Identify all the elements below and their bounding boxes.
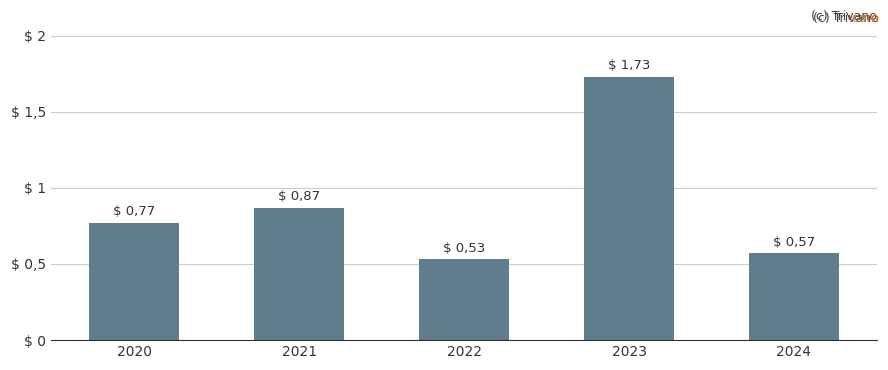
Text: .com: .com [846, 10, 876, 23]
Text: .com: .com [0, 369, 1, 370]
Text: $ 1,73: $ 1,73 [608, 59, 650, 72]
Text: $ 0,77: $ 0,77 [113, 205, 155, 218]
Text: (c) Trivano: (c) Trivano [0, 369, 1, 370]
Text: $ 0,87: $ 0,87 [278, 190, 321, 203]
Text: (c) Trivano: (c) Trivano [813, 12, 879, 25]
Text: (c) Trivano: (c) Trivano [0, 369, 1, 370]
Text: .com: .com [849, 12, 879, 25]
Text: (c) Trivano.com: (c) Trivano.com [0, 369, 1, 370]
Bar [89, 223, 179, 340]
Bar [749, 253, 839, 340]
Bar [583, 77, 674, 340]
Text: (c) Trivano.com: (c) Trivano.com [0, 369, 1, 370]
Bar [418, 259, 510, 340]
Bar [254, 208, 345, 340]
Text: $ 0,53: $ 0,53 [443, 242, 485, 255]
Text: (c) Trivano: (c) Trivano [811, 10, 876, 23]
Text: $ 0,57: $ 0,57 [773, 236, 815, 249]
